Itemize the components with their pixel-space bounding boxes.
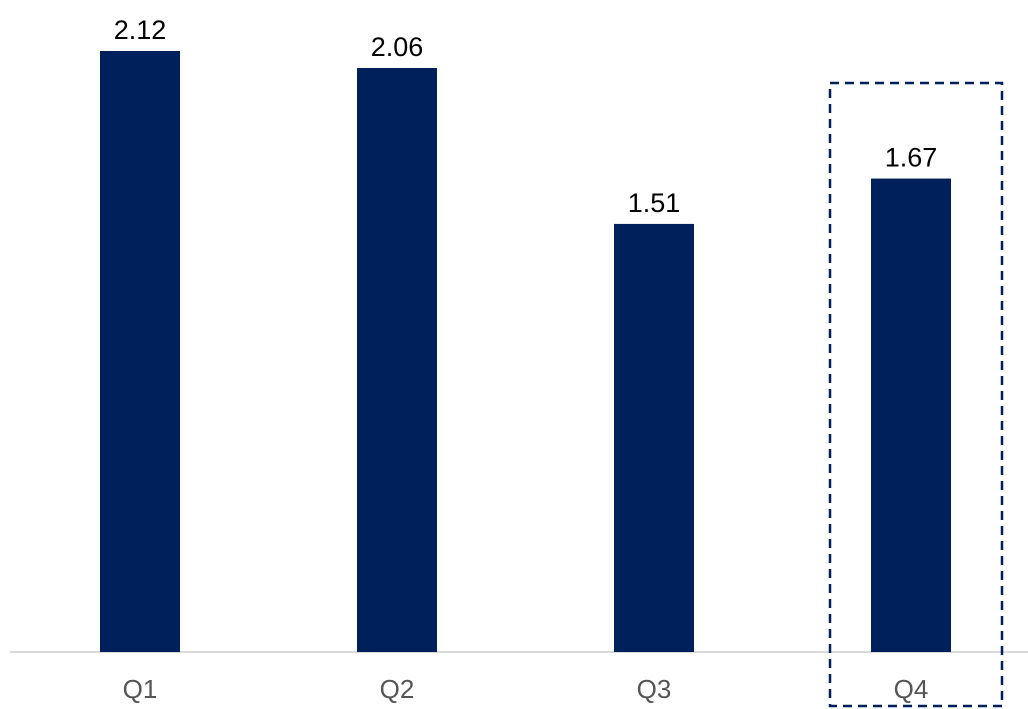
- value-label-q2: 2.06: [371, 32, 424, 62]
- bar-q2: [357, 67, 437, 653]
- tick-label-q1: Q1: [123, 674, 158, 704]
- value-label-q3: 1.51: [628, 188, 681, 218]
- value-label-q4: 1.67: [885, 143, 938, 173]
- bar-q3: [614, 223, 694, 653]
- tick-label-q3: Q3: [637, 674, 672, 704]
- highlight-box-q4: [828, 81, 1004, 708]
- tick-label-q2: Q2: [380, 674, 415, 704]
- value-label-q1: 2.12: [114, 15, 167, 45]
- tick-label-q4: Q4: [894, 674, 929, 704]
- bar-q4: [871, 178, 951, 652]
- bar-q1: [100, 50, 180, 653]
